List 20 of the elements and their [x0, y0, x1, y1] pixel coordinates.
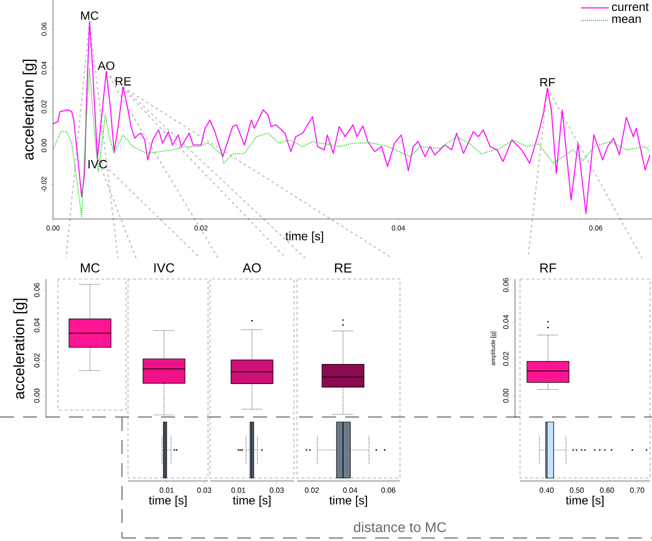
x-axis-title: time [s]	[285, 232, 324, 243]
legend-label: mean	[612, 16, 641, 24]
annotation: AO	[98, 61, 114, 70]
x-tick-label: IVC	[154, 263, 174, 272]
x-tick-label: MC	[80, 263, 100, 272]
annotation: RF	[540, 78, 555, 86]
text: distance to MC	[354, 522, 446, 532]
annotation: RE	[116, 77, 131, 86]
x-axis-title: time [s]	[148, 496, 186, 507]
annotation: IVC	[88, 160, 107, 168]
x-axis-title: time [s]	[566, 496, 604, 507]
x-tick-label: RE	[335, 264, 352, 272]
y-axis-title: acceleration [g]	[22, 60, 37, 160]
x-tick-label: AO	[242, 263, 261, 272]
x-axis-title: time [s]	[329, 496, 367, 507]
annotation: MC	[81, 11, 98, 20]
legend-label: current	[612, 3, 649, 12]
x-axis-title: time [s]	[232, 496, 270, 507]
y-axis-title: acceleration [g]	[13, 298, 28, 399]
x-tick-label: RF	[540, 264, 556, 272]
